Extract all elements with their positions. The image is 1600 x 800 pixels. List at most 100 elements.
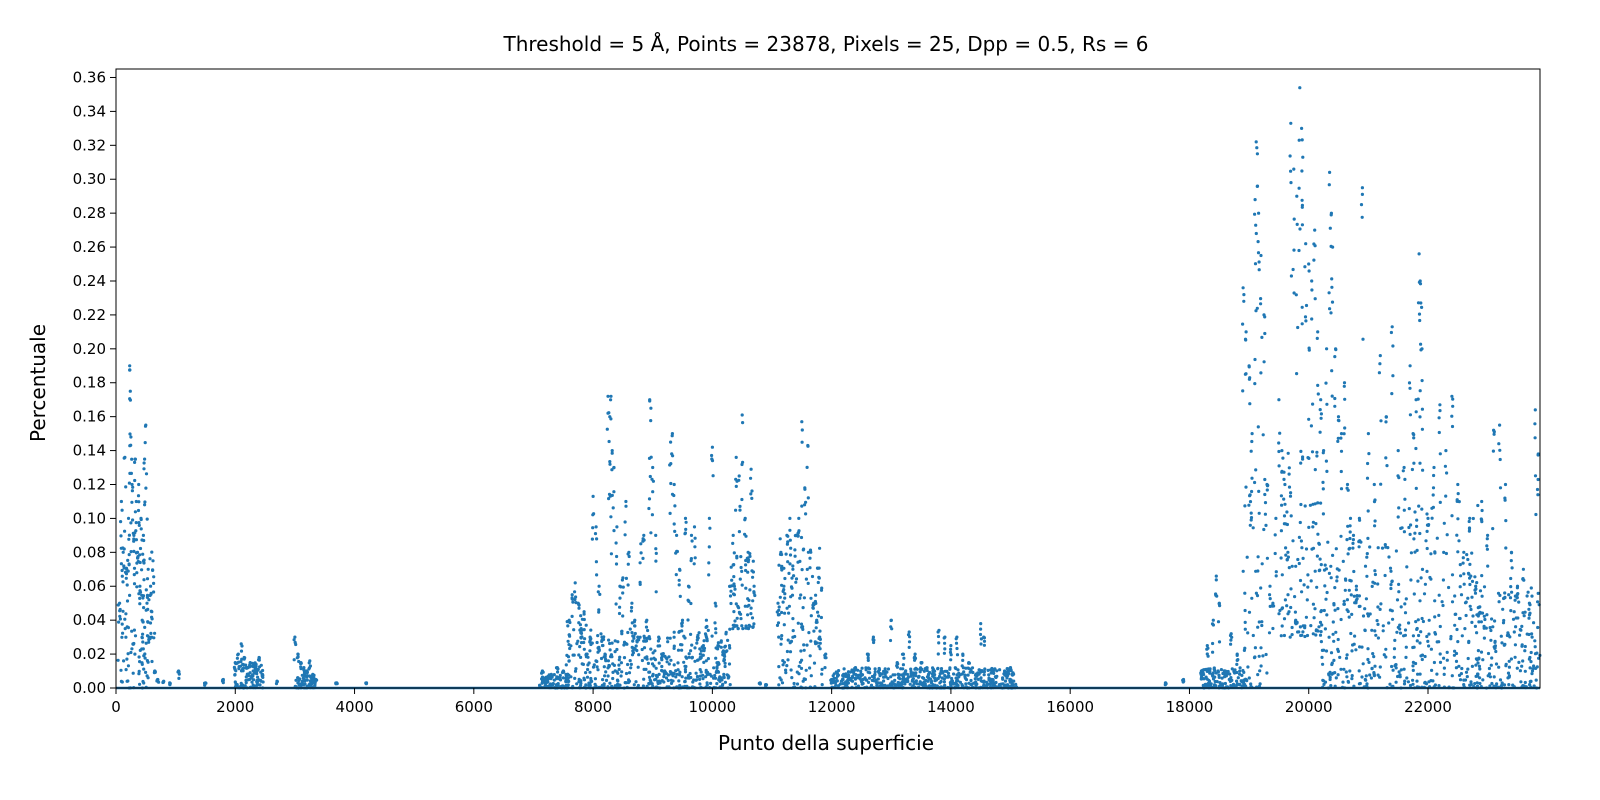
data-point <box>783 596 787 600</box>
data-point <box>1304 547 1309 551</box>
data-point <box>1217 640 1222 644</box>
data-point <box>1354 588 1358 592</box>
data-point <box>124 635 128 639</box>
data-point <box>1260 562 1264 566</box>
data-point <box>727 662 732 666</box>
data-point <box>648 399 652 403</box>
data-point <box>1339 534 1343 538</box>
data-point <box>847 678 852 682</box>
data-point <box>244 681 248 685</box>
data-point <box>1409 578 1413 582</box>
data-point <box>668 463 672 467</box>
data-point <box>1277 441 1281 445</box>
data-point <box>259 679 263 683</box>
data-point <box>731 592 736 596</box>
data-point <box>649 419 653 423</box>
data-point <box>142 578 146 582</box>
data-point <box>1259 371 1263 375</box>
data-point <box>1482 624 1486 629</box>
data-point <box>564 663 568 667</box>
data-point <box>642 667 646 672</box>
data-point <box>899 673 904 677</box>
data-point <box>252 669 256 673</box>
data-point <box>577 653 581 657</box>
data-point <box>543 683 548 688</box>
data-point <box>1247 610 1252 614</box>
data-point <box>1282 514 1287 518</box>
data-point <box>649 406 653 410</box>
data-point <box>1351 541 1355 546</box>
data-point <box>1530 635 1534 639</box>
data-point <box>874 678 878 682</box>
data-point <box>1382 653 1386 657</box>
data-point <box>239 664 243 668</box>
data-point <box>1491 527 1495 531</box>
data-point <box>630 653 635 657</box>
data-point <box>792 681 796 686</box>
data-point <box>1458 563 1462 567</box>
data-point <box>805 465 809 469</box>
data-point <box>142 461 146 465</box>
data-point <box>610 449 614 453</box>
y-axis-title: Percentuale <box>26 324 50 442</box>
data-point <box>1420 507 1424 511</box>
data-point <box>1467 572 1471 576</box>
data-point <box>591 513 595 517</box>
data-point <box>131 671 135 675</box>
data-point <box>802 648 806 652</box>
data-point <box>573 590 577 594</box>
data-point <box>781 663 785 667</box>
data-point <box>1216 670 1220 674</box>
data-point <box>599 656 604 661</box>
data-point <box>605 427 609 431</box>
data-point <box>614 562 619 566</box>
data-point <box>1300 546 1304 550</box>
data-point <box>929 680 933 685</box>
data-point <box>1242 299 1246 303</box>
data-point <box>779 642 783 646</box>
data-point <box>1479 685 1483 689</box>
data-point <box>967 661 971 665</box>
data-point <box>1418 318 1422 323</box>
data-point <box>1287 566 1291 570</box>
data-point <box>1263 492 1267 497</box>
data-point <box>1450 394 1454 398</box>
data-point <box>704 670 708 674</box>
data-point <box>128 432 132 436</box>
data-point <box>1333 671 1337 675</box>
data-point <box>734 508 738 512</box>
data-point <box>1316 532 1320 536</box>
data-point <box>1383 543 1387 547</box>
data-point <box>861 681 865 686</box>
data-point <box>1219 684 1224 688</box>
data-point <box>836 673 841 677</box>
data-point <box>1430 516 1434 520</box>
data-point <box>588 670 592 674</box>
data-point <box>245 672 249 676</box>
data-point <box>554 666 559 670</box>
data-point <box>907 645 911 650</box>
data-point <box>1342 381 1347 385</box>
data-point <box>1334 676 1338 680</box>
data-point <box>1396 449 1400 453</box>
data-point <box>1223 675 1227 679</box>
data-point <box>302 668 306 672</box>
data-point <box>809 550 813 554</box>
data-point <box>1402 465 1406 470</box>
data-point <box>132 537 136 541</box>
data-point <box>152 590 156 594</box>
data-point <box>1463 627 1467 631</box>
data-point <box>1365 476 1370 480</box>
data-point <box>1513 598 1517 602</box>
data-point <box>799 666 804 671</box>
data-point <box>1523 644 1527 649</box>
data-point <box>599 632 603 636</box>
data-point <box>1339 617 1343 622</box>
data-point <box>955 679 959 683</box>
data-point <box>137 523 141 528</box>
data-point <box>783 576 787 581</box>
data-point <box>780 610 784 615</box>
data-point <box>1427 618 1431 622</box>
data-point <box>1323 627 1327 631</box>
data-point <box>130 629 134 633</box>
